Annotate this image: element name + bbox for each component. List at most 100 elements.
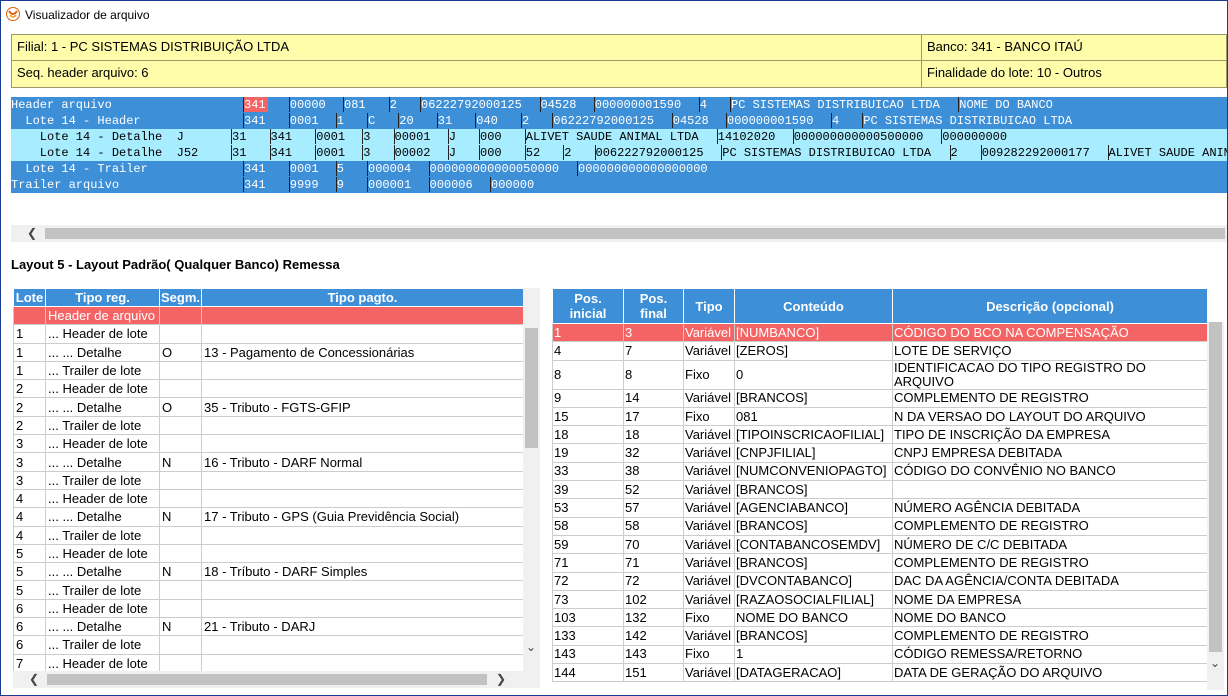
- record-line[interactable]: Lote 14 - Detalhe J52 31 341 0001 3 00002 J 000…: [11, 145, 1227, 161]
- record-line[interactable]: Trailer arquivo 341 9999 9 000001 000006 00000…: [11, 177, 1227, 193]
- record-field[interactable]: 006222792000125: [594, 145, 704, 160]
- field-layout-scroll-thumb[interactable]: [1209, 322, 1222, 652]
- record-field[interactable]: 3: [362, 145, 371, 160]
- record-field[interactable]: PC SISTEMAS DISTRIBUICAO LTDA: [862, 113, 1073, 128]
- record-type-row[interactable]: 2... Trailer de lote: [13, 416, 524, 436]
- record-field[interactable]: 000000000000050000: [428, 161, 560, 176]
- record-field[interactable]: 04528: [671, 113, 709, 128]
- record-type-row[interactable]: 6... ... Detalhe N 21 - Tributo - DARJ: [13, 617, 524, 637]
- record-type-row[interactable]: 4... ... Detalhe N 17 - Tributo - GPS (Gui…: [13, 507, 524, 527]
- right-col-header[interactable]: Pos. final: [623, 288, 684, 324]
- record-type-row[interactable]: 4... Trailer de lote: [13, 526, 524, 545]
- record-field[interactable]: 0001: [288, 161, 319, 176]
- record-type-row[interactable]: 7... Header de lote: [13, 654, 524, 673]
- field-layout-row[interactable]: 15 17 Fixo 081 N DA VERSAO DO LAYOUT DO ARQU…: [552, 407, 1208, 427]
- record-field[interactable]: 000000000: [941, 129, 1008, 144]
- record-field[interactable]: 2: [521, 113, 530, 128]
- scroll-down-arrow-icon[interactable]: ⌄: [1210, 656, 1221, 670]
- field-layout-row[interactable]: 59 70 Variável [CONTABANCOSEMDV] NÚMERO DE C…: [552, 535, 1208, 555]
- left-col-header[interactable]: Tipo pagto.: [201, 288, 524, 307]
- field-layout-row[interactable]: 58 58 Variável [BRANCOS] COMPLEMENTO DE REGI…: [552, 517, 1208, 536]
- right-col-header[interactable]: Descrição (opcional): [892, 288, 1208, 324]
- record-field[interactable]: 31: [231, 129, 247, 144]
- record-field[interactable]: 009282292000177: [980, 145, 1090, 160]
- record-line[interactable]: Lote 14 - Detalhe J 31 341 0001 3 00001 J 000 AL…: [11, 129, 1227, 145]
- field-layout-row[interactable]: 143 143 Fixo 1 CÓDIGO REMESSA/RETORNO: [552, 645, 1208, 665]
- field-layout-row[interactable]: 39 52 Variável [BRANCOS]: [552, 480, 1208, 500]
- record-field[interactable]: 000001: [367, 177, 412, 192]
- record-field[interactable]: 000006: [428, 177, 473, 192]
- field-layout-row[interactable]: 53 57 Variável [AGENCIABANCO] NÚMERO AGÊNCIA…: [552, 498, 1208, 518]
- record-field[interactable]: 0001: [315, 145, 346, 160]
- record-type-row[interactable]: 5... ... Detalhe N 18 - Tríbuto - DARF Sim…: [13, 562, 524, 582]
- record-field[interactable]: 52: [524, 145, 541, 160]
- record-line[interactable]: Lote 14 - Trailer 341 0001 5 000004 000000000…: [11, 161, 1227, 177]
- record-field[interactable]: 341: [243, 97, 268, 112]
- record-field[interactable]: C: [367, 113, 376, 128]
- field-layout-row[interactable]: 8 8 Fixo 0 IDENTIFICACAO DO TIPO REGISTRO DO…: [552, 360, 1208, 390]
- record-field[interactable]: 2: [388, 97, 397, 112]
- record-type-scroll-thumb[interactable]: [525, 328, 538, 448]
- record-field[interactable]: 31: [231, 145, 247, 160]
- record-type-row[interactable]: 3... ... Detalhe N 16 - Tributo - DARF Nor…: [13, 452, 524, 472]
- record-field[interactable]: 000000: [490, 177, 535, 192]
- record-field[interactable]: PC SISTEMAS DISTRIBUICAO LTDA: [721, 145, 932, 160]
- record-field[interactable]: ALIVET SAUDE ANIMAL LTDA: [1107, 145, 1227, 160]
- record-field[interactable]: 00000: [288, 97, 326, 112]
- record-field[interactable]: 000: [479, 129, 502, 144]
- field-layout-row[interactable]: 4 7 Variável [ZEROS] LOTE DE SERVIÇO: [552, 341, 1208, 361]
- right-col-header[interactable]: Pos. inicial: [552, 288, 624, 324]
- record-type-row[interactable]: 2... Header de lote: [13, 379, 524, 399]
- record-field[interactable]: 000000000000000000: [577, 161, 708, 176]
- record-field[interactable]: 00002: [393, 145, 431, 160]
- field-layout-row[interactable]: 133 142 Variável [BRANCOS] COMPLEMENTO DE RE…: [552, 626, 1208, 646]
- record-field[interactable]: 2: [949, 145, 958, 160]
- record-field[interactable]: NOME DO BANCO: [958, 97, 1053, 112]
- record-type-row[interactable]: 6... Header de lote: [13, 599, 524, 619]
- field-layout-row[interactable]: 71 71 Variável [BRANCOS] COMPLEMENTO DE REGI…: [552, 553, 1208, 573]
- record-viewer[interactable]: Header arquivo 341 00000 081 2 06222792000125…: [11, 97, 1227, 197]
- scroll-right-arrow-icon[interactable]: ❯: [496, 672, 507, 686]
- scroll-left-arrow-icon[interactable]: ❮: [29, 672, 40, 686]
- field-layout-vertical-scrollbar[interactable]: ⌄: [1207, 322, 1224, 690]
- record-field[interactable]: 4: [831, 113, 840, 128]
- record-field[interactable]: J: [447, 129, 456, 144]
- record-field[interactable]: 0001: [288, 113, 319, 128]
- scroll-left-arrow-icon[interactable]: ❮: [27, 226, 38, 240]
- record-field[interactable]: 9: [335, 177, 344, 192]
- record-type-row[interactable]: 6... Trailer de lote: [13, 635, 524, 655]
- record-field[interactable]: 20: [398, 113, 414, 128]
- record-horizontal-scrollbar[interactable]: ❮: [11, 225, 1227, 242]
- record-line[interactable]: Header arquivo 341 00000 081 2 06222792000125…: [11, 97, 1227, 113]
- record-field[interactable]: 341: [243, 113, 266, 128]
- record-field[interactable]: 341: [243, 177, 266, 192]
- record-field[interactable]: 081: [343, 97, 366, 112]
- right-col-header[interactable]: Tipo: [683, 288, 735, 324]
- left-col-header[interactable]: Tipo reg.: [45, 288, 160, 307]
- record-line[interactable]: Lote 14 - Header 341 0001 1 C 20 31 040 2 0622279…: [11, 113, 1227, 129]
- record-field[interactable]: 341: [269, 129, 293, 144]
- right-col-header[interactable]: Conteúdo: [734, 288, 893, 324]
- record-type-vertical-scrollbar[interactable]: ⌄: [523, 288, 540, 671]
- record-field[interactable]: PC SISTEMAS DISTRIBUICAO LTDA: [730, 97, 940, 112]
- record-field[interactable]: 0001: [315, 129, 346, 144]
- record-field[interactable]: 06222792000125: [552, 113, 655, 128]
- field-layout-row[interactable]: 72 72 Variável [DVCONTABANCO] DAC DA AGÊNCIA…: [552, 572, 1208, 591]
- record-field[interactable]: 3: [362, 129, 371, 144]
- field-layout-row[interactable]: 18 18 Variável [TIPOINSCRICAOFILIAL] TIPO DE…: [552, 425, 1208, 445]
- record-type-row[interactable]: 5... Header de lote: [13, 544, 524, 564]
- left-col-header[interactable]: Segm.: [159, 288, 202, 307]
- record-type-row[interactable]: 1... Header de lote: [13, 324, 524, 344]
- record-field[interactable]: 341: [269, 145, 293, 160]
- record-field[interactable]: ALIVET SAUDE ANIMAL LTDA: [524, 129, 699, 144]
- record-field[interactable]: 040: [475, 113, 498, 128]
- record-type-row[interactable]: 5... Trailer de lote: [13, 580, 524, 600]
- record-field[interactable]: 4: [698, 97, 707, 112]
- record-type-row[interactable]: 2... ... Detalhe O 35 - Tributo - FGTS-GFI…: [13, 397, 524, 417]
- record-field[interactable]: 2: [563, 145, 572, 160]
- field-layout-row[interactable]: 33 38 Variável [NUMCONVENIOPAGTO] CÓDIGO DO …: [552, 462, 1208, 482]
- record-field[interactable]: 14102020: [716, 129, 776, 144]
- record-field[interactable]: 341: [243, 161, 266, 176]
- record-field[interactable]: 1: [335, 113, 344, 128]
- record-field[interactable]: 000: [479, 145, 502, 160]
